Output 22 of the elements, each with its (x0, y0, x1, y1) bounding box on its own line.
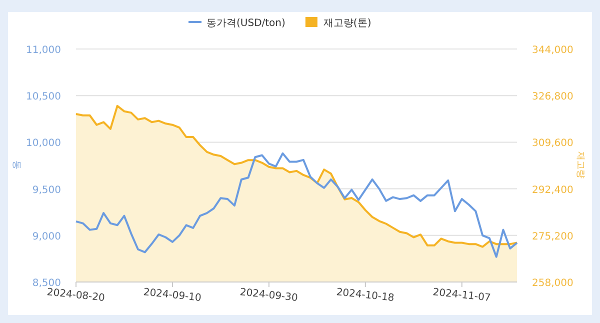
y-tick-label: 10,000 (26, 138, 61, 150)
x-tick-label: 2024-10-18 (336, 286, 395, 304)
y-tick-label: 10,500 (26, 92, 61, 103)
y2-tick-label: 275,200 (532, 231, 574, 242)
y-tick-label: 8,500 (32, 278, 61, 289)
y2-tick-label: 326,800 (532, 92, 574, 103)
legend-label: 동가격(USD/ton) (206, 18, 286, 29)
y2-tick-label: 292,400 (532, 184, 574, 196)
y-tick-label: 9,500 (32, 184, 61, 196)
y-tick-label: 11,000 (26, 45, 61, 56)
y2-tick-label: 309,600 (532, 138, 574, 150)
y2-axis-title: 재고량 (575, 152, 585, 178)
legend-label: 재고량(톤) (323, 18, 372, 29)
y2-tick-label: 258,000 (532, 278, 574, 289)
y-tick-label: 9,000 (32, 231, 61, 242)
x-tick-label: 2024-09-30 (239, 286, 298, 304)
x-tick-label: 2024-11-07 (432, 286, 492, 304)
line-series (75, 152, 518, 258)
x-tick-label: 2024-09-10 (142, 286, 202, 304)
y-axis-title: 동 (11, 160, 21, 170)
y2-tick-label: 344,000 (532, 45, 574, 56)
x-tick-label: 2024-08-20 (46, 286, 106, 304)
